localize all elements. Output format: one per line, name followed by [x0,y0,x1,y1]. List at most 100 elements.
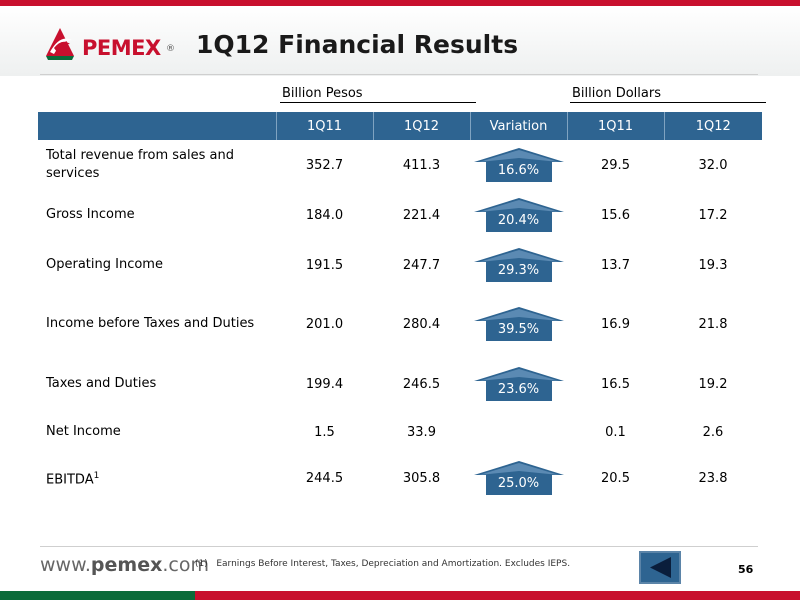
row-label: Total revenue from sales and services [38,140,276,190]
cell-pesos-1q12: 247.7 [402,257,441,273]
page-number: 56 [738,563,754,576]
bottom-accent-green [0,591,195,600]
group-label-pesos: Billion Pesos [282,86,363,101]
back-button[interactable] [639,551,681,584]
bottom-accent-bar [0,591,800,600]
cell-pesos-1q11: 352.7 [305,157,344,173]
row-label: Operating Income [38,240,276,290]
cell-pesos-1q12: 305.8 [402,470,441,486]
footnote-marker: (1) [195,559,208,569]
row-label: Income before Taxes and Duties [38,290,276,358]
pemex-eagle-logo-icon [46,28,74,60]
variation-badge: 20.4% [473,198,564,232]
footnote-reference: 1 [93,470,100,481]
cell-dollars-1q11: 15.6 [601,207,630,223]
logo-wordmark: PEMEX [82,36,161,60]
up-arrow-badge-icon [473,307,564,341]
cell-dollars-1q12: 2.6 [702,424,724,440]
cell-pesos-1q11: 244.5 [305,470,344,486]
website-link[interactable]: www.pemex.com [40,554,209,576]
registered-mark: ® [166,44,175,54]
table-row: EBITDA1 244.5 305.8 25.0% 20.5 23.8 [38,454,762,502]
cell-dollars-1q11: 16.5 [601,376,630,392]
column-header-variation: Variation [469,112,567,140]
cell-dollars-1q12: 32.0 [698,157,728,173]
cell-pesos-1q12: 411.3 [402,157,441,173]
cell-dollars-1q11: 0.1 [605,424,626,440]
row-label-text: Taxes and Duties [46,376,157,391]
footnote: (1) Earnings Before Interest, Taxes, Dep… [195,559,570,569]
up-arrow-badge-icon [473,461,564,495]
table-row: Operating Income 191.5 247.7 29.3% 13.7 19.3 [38,240,762,290]
cell-variation [470,410,567,454]
row-label-text: Operating Income [46,257,163,272]
cell-variation: 20.4% [470,190,567,240]
cell-pesos-1q12: 246.5 [402,376,441,392]
cell-variation: 16.6% [470,140,567,190]
variation-badge: 25.0% [473,461,564,495]
table-row: Taxes and Duties 199.4 246.5 23.6% 16.5 19.2 [38,358,762,410]
column-header-pesos-1q11: 1Q11 [275,112,373,140]
cell-pesos-1q11: 199.4 [305,376,344,392]
header-background [0,6,800,76]
cell-dollars-1q11: 13.7 [601,257,630,273]
cell-dollars-1q11: 29.5 [601,157,630,173]
variation-value: 20.4% [497,213,540,228]
variation-badge: 39.5% [473,307,564,341]
column-header-dollars-1q12: 1Q12 [663,112,762,140]
column-header-dollars-1q11: 1Q11 [566,112,664,140]
table-row: Gross Income 184.0 221.4 20.4% 15.6 17.2 [38,190,762,240]
financial-results-table: 1Q11 1Q12 Variation 1Q11 1Q12 Total reve… [38,112,762,502]
variation-value: 39.5% [497,322,540,337]
group-label-dollars: Billion Dollars [572,86,661,101]
footnote-text: Earnings Before Interest, Taxes, Depreci… [216,559,571,569]
row-label: Gross Income [38,190,276,240]
cell-variation: 23.6% [470,358,567,410]
group-rule-dollars [570,102,766,103]
variation-value: 16.6% [497,163,540,178]
cell-variation: 39.5% [470,290,567,358]
cell-pesos-1q11: 201.0 [305,316,344,332]
cell-pesos-1q11: 1.5 [314,424,335,440]
row-label: EBITDA1 [38,454,276,502]
up-arrow-badge-icon [473,248,564,282]
table-header-row: 1Q11 1Q12 Variation 1Q11 1Q12 [38,112,762,140]
back-arrow-icon [650,557,671,578]
cell-dollars-1q11: 20.5 [601,470,630,486]
cell-pesos-1q12: 33.9 [407,424,436,440]
page-title: 1Q12 Financial Results [196,30,519,59]
table-row: Total revenue from sales and services 352… [38,140,762,190]
cell-pesos-1q11: 191.5 [305,257,344,273]
row-label-text: Net Income [46,424,121,439]
row-label-text: Gross Income [46,207,135,222]
row-label-text: Income before Taxes and Duties [46,316,255,331]
row-label: Net Income [38,410,276,454]
cell-dollars-1q12: 21.8 [698,316,728,332]
row-label-text: EBITDA [46,472,94,488]
cell-variation: 29.3% [470,240,567,290]
cell-dollars-1q12: 19.2 [698,376,728,392]
up-arrow-badge-icon [473,367,564,401]
column-header-pesos-1q12: 1Q12 [372,112,470,140]
cell-dollars-1q11: 16.9 [601,316,630,332]
group-rule-pesos [280,102,476,103]
pemex-logo: PEMEX ® [42,26,182,64]
up-arrow-badge-icon [473,198,564,232]
variation-badge: 29.3% [473,248,564,282]
variation-value: 29.3% [497,263,540,278]
top-accent-bar [0,0,800,6]
row-label: Taxes and Duties [38,358,276,410]
site-prefix: www. [40,554,91,576]
table-row: Income before Taxes and Duties 201.0 280.4… [38,290,762,358]
variation-value: 25.0% [497,476,540,491]
row-label-text: Total revenue from sales and services [46,148,234,181]
cell-variation: 25.0% [470,454,567,502]
cell-pesos-1q12: 280.4 [402,316,441,332]
cell-pesos-1q11: 184.0 [305,207,344,223]
variation-value: 23.6% [497,382,540,397]
cell-dollars-1q12: 17.2 [698,207,728,223]
cell-dollars-1q12: 23.8 [698,470,728,486]
cell-pesos-1q12: 221.4 [402,207,441,223]
cell-dollars-1q12: 19.3 [698,257,728,273]
header-divider [40,74,758,75]
